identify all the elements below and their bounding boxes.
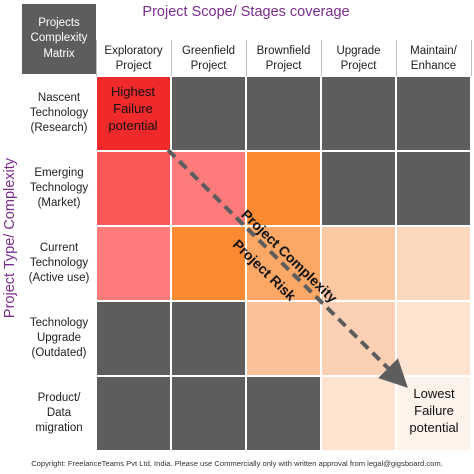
row-header: Product/ Data migration xyxy=(35,391,83,435)
grid-divider xyxy=(171,40,172,76)
matrix-cell xyxy=(171,376,246,451)
matrix-cell xyxy=(396,301,471,376)
matrix-cell xyxy=(321,376,396,451)
column-header: Exploratory Project xyxy=(104,45,163,72)
grid-divider xyxy=(396,40,397,76)
matrix-cell xyxy=(96,151,171,226)
grid-divider xyxy=(471,40,472,76)
matrix-cell xyxy=(396,76,471,151)
x-axis-title: Project Scope/ Stages coverage xyxy=(142,4,350,20)
matrix-cell xyxy=(246,76,321,151)
matrix-cell xyxy=(96,226,171,301)
lowest-failure-label: Lowest Failure potential xyxy=(409,386,459,435)
column-header: Brownfield Project xyxy=(256,45,311,72)
row-header: Emerging Technology (Market) xyxy=(29,166,89,210)
grid-divider xyxy=(96,40,97,76)
grid-divider xyxy=(246,40,247,76)
matrix-cell xyxy=(246,301,321,376)
matrix-cell xyxy=(321,151,396,226)
column-header: Upgrade Project xyxy=(336,45,381,72)
matrix-cell xyxy=(321,76,396,151)
matrix-cell xyxy=(396,226,471,301)
matrix-cell xyxy=(96,301,171,376)
matrix-cell xyxy=(96,76,171,151)
matrix-cell xyxy=(321,226,396,301)
matrix-cell xyxy=(171,76,246,151)
grid-divider xyxy=(321,40,322,76)
matrix-cell xyxy=(396,376,471,451)
matrix-cell xyxy=(96,376,171,451)
matrix-cell xyxy=(171,301,246,376)
arrow-line xyxy=(166,148,408,388)
matrix-cell xyxy=(246,151,321,226)
matrix-cell xyxy=(246,376,321,451)
row-header: Nascent Technology (Research) xyxy=(29,91,89,135)
matrix-cell xyxy=(396,151,471,226)
corner-label: Projects Complexity Matrix xyxy=(22,4,96,74)
row-header: Technology Upgrade (Outdated) xyxy=(29,316,89,360)
matrix-cell xyxy=(171,226,246,301)
copyright-footer: Copyright: FreelanceTeams Pvt Ltd, India… xyxy=(31,459,443,468)
column-header: Greenfield Project xyxy=(181,45,236,72)
column-header: Maintain/ Enhance xyxy=(410,45,457,72)
highest-failure-label: Highest Failure potential xyxy=(108,84,158,133)
row-header: Current Technology (Active use) xyxy=(28,241,90,285)
